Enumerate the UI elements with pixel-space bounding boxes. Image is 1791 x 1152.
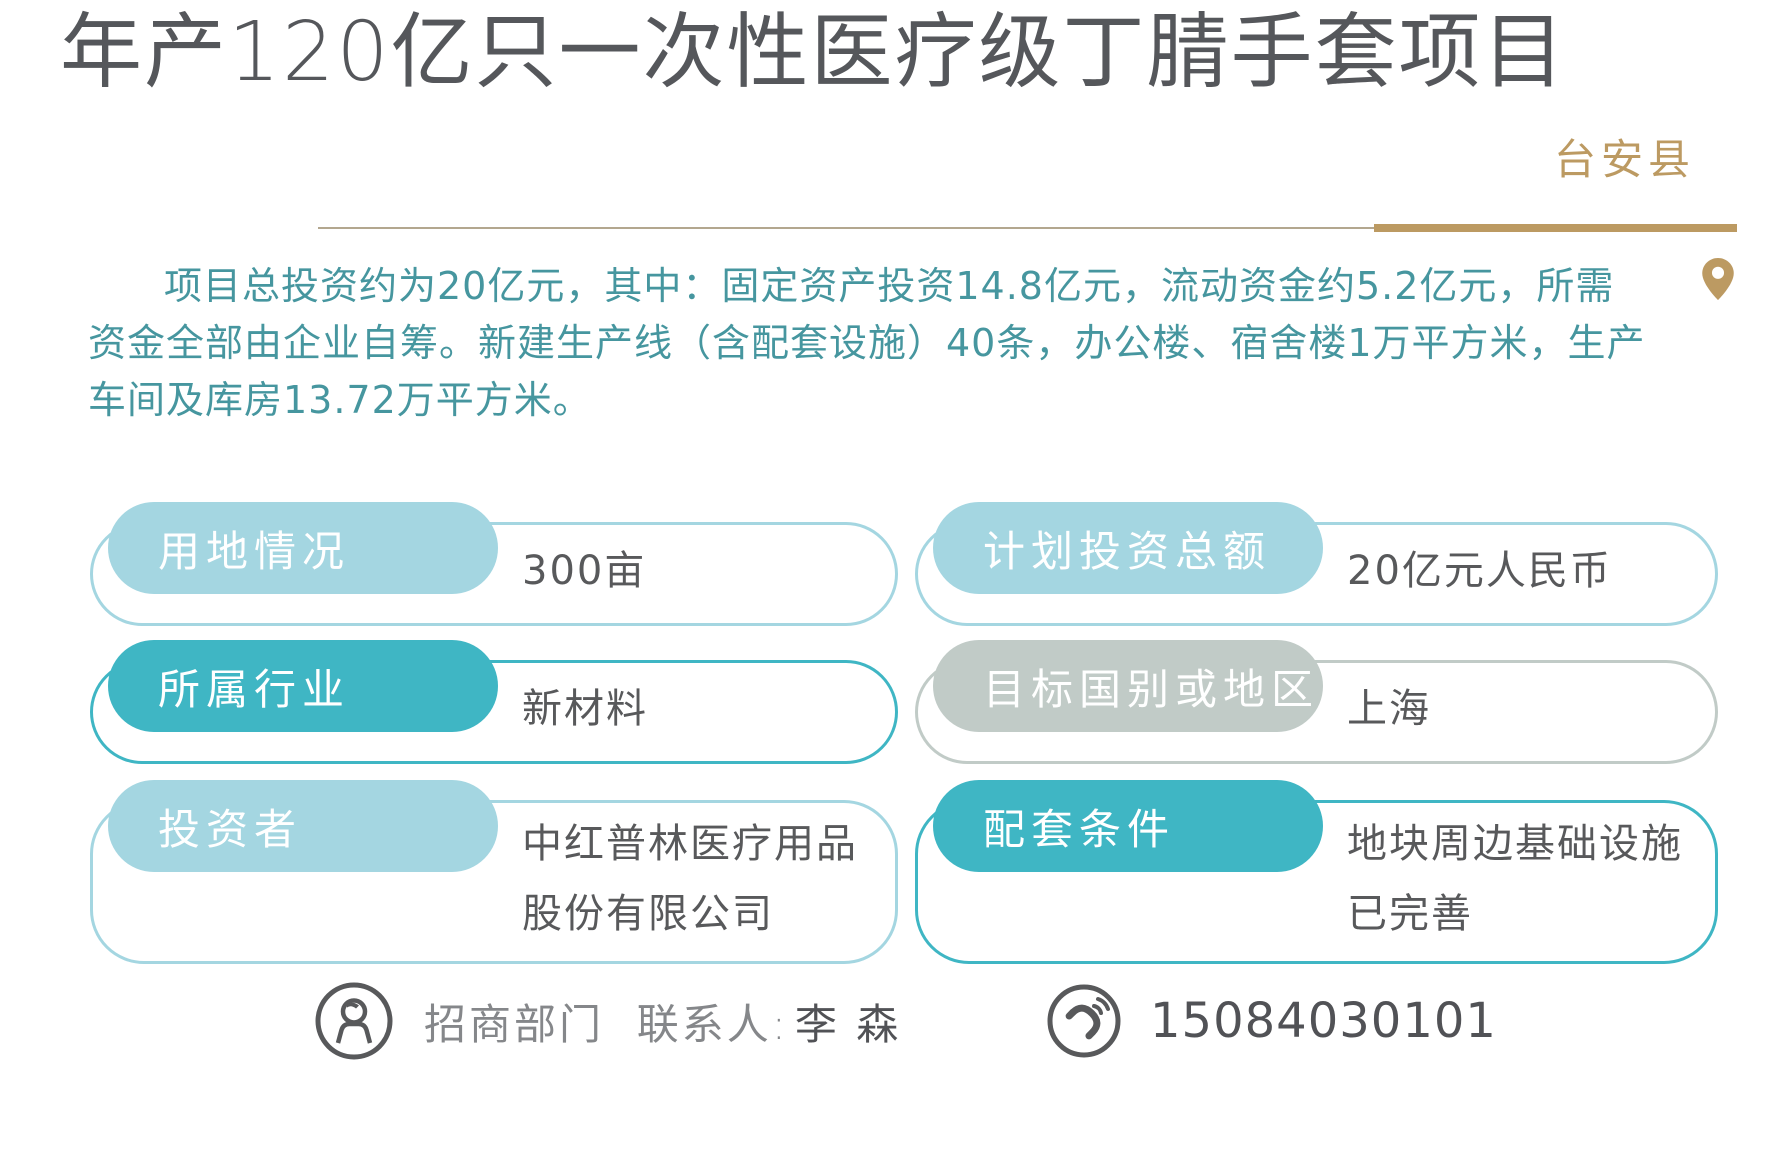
card-label-badge: 目标国别或地区 — [933, 640, 1323, 732]
gap — [604, 997, 637, 1046]
person-icon — [315, 982, 393, 1060]
info-card-industry: 所属行业 新材料 — [90, 640, 898, 764]
intro-line: 车间及库房13.72万平方米。 — [88, 378, 592, 422]
card-label-badge: 用地情况 — [108, 502, 498, 594]
card-value: 20亿元人民币 — [1347, 548, 1612, 594]
intro-line: 资金全部由企业自筹。新建生产线（含配套设施）40条，办公楼、宿舍楼1万平方米，生… — [88, 321, 1646, 365]
contact-person-label: 联系人: — [636, 999, 789, 1049]
location-pin-icon — [1702, 258, 1734, 300]
card-value: 中红普林医疗用品 股份有限公司 — [522, 821, 858, 937]
page-title: 年产120亿只一次性医疗级丁腈手套项目 — [60, 5, 1567, 100]
card-label-badge: 投资者 — [108, 780, 498, 872]
contact-department: 招商部门 — [424, 999, 605, 1049]
phone-icon — [1047, 984, 1121, 1058]
card-label: 目标国别或地区 — [983, 664, 1320, 714]
info-card-land: 用地情况 300亩 — [90, 502, 898, 626]
card-label-badge: 计划投资总额 — [933, 502, 1323, 594]
intro-line: 项目总投资约为20亿元，其中：固定资产投资14.8亿元，流动资金约5.2亿元，所… — [164, 264, 1615, 308]
card-label: 投资者 — [158, 804, 303, 854]
card-label: 用地情况 — [158, 526, 351, 576]
card-label: 配套条件 — [983, 804, 1176, 854]
contact-phone-number: 15084030101 — [1150, 993, 1497, 1049]
card-label: 计划投资总额 — [983, 526, 1272, 576]
card-value: 地块周边基础设施 已完善 — [1347, 821, 1683, 937]
region-label: 台安县 — [1553, 135, 1695, 184]
info-card-target-region: 目标国别或地区 上海 — [915, 640, 1718, 764]
info-card-total-investment: 计划投资总额 20亿元人民币 — [915, 502, 1718, 626]
card-value: 上海 — [1347, 686, 1431, 732]
intro-paragraph: 项目总投资约为20亿元，其中：固定资产投资14.8亿元，流动资金约5.2亿元，所… — [88, 258, 1716, 429]
card-value: 新材料 — [522, 686, 648, 732]
info-card-supporting-conditions: 配套条件 地块周边基础设施 已完善 — [915, 780, 1718, 964]
divider-line-thin — [318, 227, 1374, 229]
contact-info: 招商部门 联系人: 李 森 — [424, 981, 901, 1061]
card-label-badge: 配套条件 — [933, 780, 1323, 872]
card-value: 300亩 — [522, 548, 647, 594]
card-label: 所属行业 — [158, 664, 351, 714]
info-card-investor: 投资者 中红普林医疗用品 股份有限公司 — [90, 780, 898, 964]
divider-line-gold — [1374, 224, 1737, 232]
card-label-badge: 所属行业 — [108, 640, 498, 732]
contact-person-name: 李 森 — [794, 999, 902, 1049]
